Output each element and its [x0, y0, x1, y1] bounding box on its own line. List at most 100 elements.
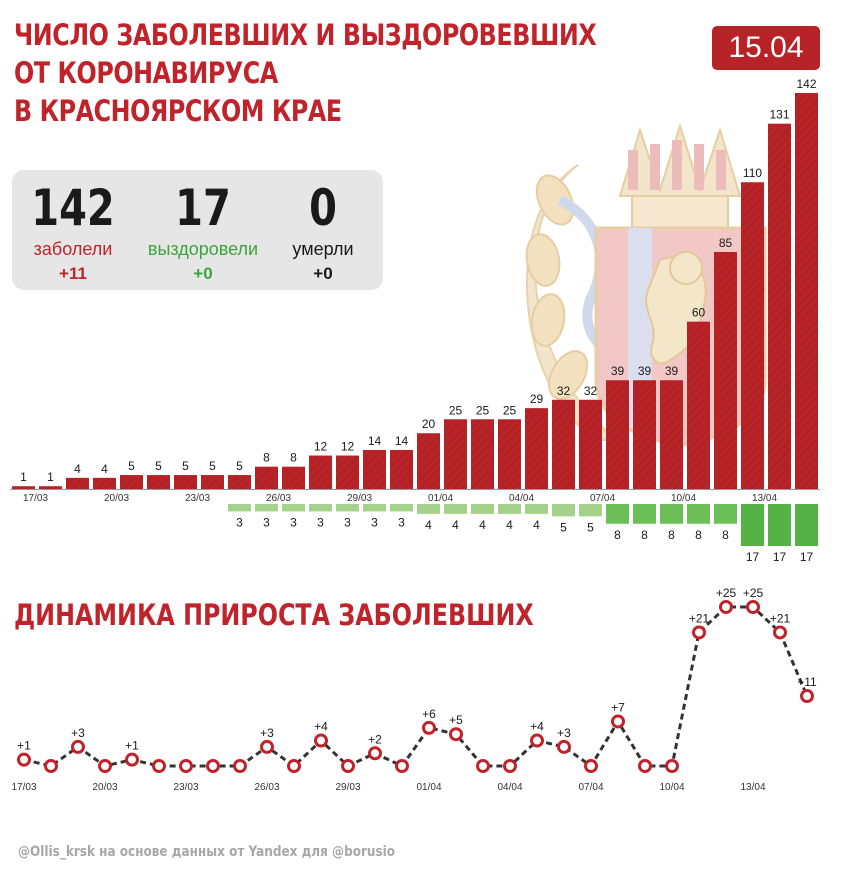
date-tick-label: 23/03 — [185, 493, 210, 504]
recovered-bar-label: 8 — [641, 528, 648, 542]
recovered-bar — [552, 504, 575, 517]
case-bar-label: 14 — [368, 434, 382, 448]
recovered-count: 17 — [175, 179, 231, 237]
growth-date-tick-label: 07/04 — [578, 782, 603, 793]
recovered-bar — [255, 504, 278, 512]
case-bar-label: 60 — [692, 306, 706, 320]
case-bar-label: 1 — [20, 470, 27, 484]
cases-delta: +11 — [59, 264, 87, 283]
cases-label: заболели — [33, 239, 113, 259]
case-bar-label: 5 — [182, 459, 189, 473]
case-bar — [93, 477, 116, 489]
recovered-bar — [525, 504, 548, 514]
recovered-bar-label: 4 — [479, 518, 486, 532]
recovered-bar — [795, 504, 818, 546]
recovered-bar — [633, 504, 656, 524]
growth-point-label: +1 — [17, 739, 31, 753]
case-bar-label: 5 — [128, 459, 135, 473]
date-tick-label: 01/04 — [428, 493, 453, 504]
growth-point — [179, 759, 193, 773]
case-bar-label: 5 — [155, 459, 162, 473]
growth-point — [638, 759, 652, 773]
date-tick-label: 07/04 — [590, 493, 615, 504]
case-bar — [39, 486, 62, 489]
growth-point-label: +4 — [530, 720, 544, 734]
recovered-bar-label: 8 — [722, 528, 729, 542]
growth-point — [557, 739, 571, 754]
growth-date-tick-label: 29/03 — [335, 782, 360, 793]
recovered-bar — [228, 504, 251, 512]
recovered-label: выздоровели — [147, 239, 259, 259]
growth-point — [476, 759, 490, 773]
recovered-bar — [768, 504, 791, 546]
case-bar-label: 4 — [101, 462, 108, 476]
growth-point — [692, 625, 706, 640]
recovered-bar-label: 5 — [587, 520, 594, 534]
recovered-bar — [687, 504, 710, 524]
growth-point-label: +25 — [743, 586, 764, 600]
case-bar-label: 39 — [665, 364, 679, 378]
case-bar-label: 25 — [476, 403, 490, 417]
recovered-bar — [444, 504, 467, 514]
recovered-bar — [660, 504, 683, 524]
case-bar — [687, 321, 710, 489]
growth-point-label: +3 — [71, 726, 85, 740]
title-line-1: ЧИСЛО ЗАБОЛЕВШИХ И ВЫЗДОРОВЕВШИХ — [14, 18, 597, 52]
cases-count: 142 — [31, 179, 115, 237]
recovered-bar-label: 4 — [506, 518, 513, 532]
growth-point — [71, 739, 85, 754]
growth-point — [287, 759, 301, 773]
case-bar-label: 20 — [422, 417, 436, 431]
case-bar — [363, 449, 386, 489]
growth-point-label: +11 — [797, 675, 817, 689]
growth-point — [233, 759, 247, 773]
case-bar — [228, 475, 251, 489]
growth-date-tick-label: 17/03 — [11, 782, 36, 793]
recovered-bar-label: 8 — [695, 528, 702, 542]
case-bar — [66, 477, 89, 489]
case-bar — [174, 475, 197, 489]
case-bar — [120, 475, 143, 489]
recovered-bar-label: 3 — [317, 515, 324, 529]
growth-date-tick-label: 10/04 — [659, 782, 684, 793]
deaths-count: 0 — [309, 179, 337, 237]
recovered-bar-label: 3 — [344, 515, 351, 529]
growth-point-label: +3 — [557, 726, 571, 740]
recovered-bar-label: 4 — [452, 518, 459, 532]
growth-point — [152, 759, 166, 773]
growth-point — [341, 759, 355, 773]
date-tick-label: 29/03 — [347, 493, 372, 504]
case-bar-label: 32 — [557, 384, 571, 398]
growth-date-tick-label: 04/04 — [497, 782, 522, 793]
recovered-bar — [471, 504, 494, 514]
recovered-bar — [336, 504, 359, 512]
growth-point — [125, 752, 139, 767]
growth-point-label: +3 — [260, 726, 274, 740]
growth-point-label: +25 — [716, 586, 737, 600]
date-tick-label: 26/03 — [266, 493, 291, 504]
recovered-bar-label: 8 — [668, 528, 675, 542]
recovered-bar — [714, 504, 737, 524]
growth-point — [368, 746, 382, 761]
recovered-bar-label: 17 — [773, 550, 787, 564]
case-bar — [552, 399, 575, 489]
case-bar-label: 1 — [47, 470, 54, 484]
case-bar — [282, 466, 305, 489]
recovered-bar-label: 3 — [290, 515, 297, 529]
case-bar — [579, 399, 602, 489]
case-bar-label: 110 — [743, 166, 762, 180]
recovered-bar-label: 3 — [398, 515, 405, 529]
page-title: ЧИСЛО ЗАБОЛЕВШИХ И ВЫЗДОРОВЕВШИХ ОТ КОРО… — [14, 16, 597, 130]
growth-chart-title: ДИНАМИКА ПРИРОСТА ЗАБОЛЕВШИХ — [14, 598, 534, 632]
case-bar — [444, 419, 467, 489]
growth-point — [44, 759, 58, 773]
case-bar-label: 4 — [74, 462, 81, 476]
growth-point-label: +21 — [770, 611, 791, 625]
title-line-2: ОТ КОРОНАВИРУСА — [14, 56, 278, 90]
case-bar — [606, 380, 629, 489]
date-tick-label: 17/03 — [23, 493, 48, 504]
growth-point — [503, 759, 517, 773]
growth-point-label: +5 — [449, 713, 463, 727]
growth-point-label: +7 — [611, 700, 625, 714]
